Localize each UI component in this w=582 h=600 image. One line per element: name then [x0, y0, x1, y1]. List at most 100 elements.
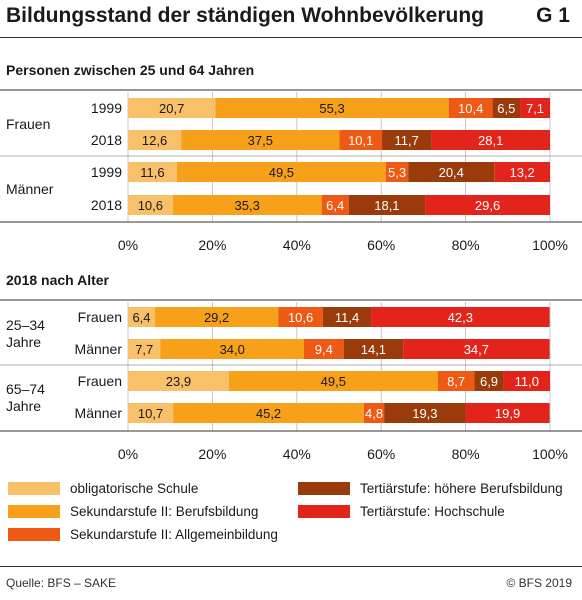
- legend-label: Tertiärstufe: höhere Berufsbildung: [360, 480, 563, 496]
- group-label: Männer: [6, 181, 54, 197]
- legend-item: Tertiärstufe: höhere Berufsbildung: [298, 480, 563, 496]
- bar-segment: [128, 130, 182, 150]
- bar-segment: [343, 339, 404, 359]
- data-label: 11,7: [395, 133, 419, 148]
- legend-label: obligatorische Schule: [70, 480, 199, 496]
- bar-segment: [172, 195, 322, 215]
- source-note: Quelle: BFS – SAKE: [6, 576, 117, 590]
- bar-segment: [384, 403, 466, 423]
- group-label: 65–74 Jahre: [6, 381, 45, 414]
- data-label: 29,2: [204, 310, 229, 325]
- bar-segment: [128, 403, 174, 423]
- row-label: Frauen: [78, 373, 122, 389]
- data-label: 45,2: [256, 406, 281, 421]
- bar-segment: [128, 339, 161, 359]
- data-label: 9,4: [315, 342, 333, 357]
- data-label: 10,7: [138, 406, 163, 421]
- bar-segment: [503, 371, 550, 391]
- bar-segment: [465, 403, 550, 423]
- row-label: Frauen: [78, 309, 122, 325]
- data-label: 6,5: [497, 101, 515, 116]
- tick-label: 80%: [452, 446, 480, 462]
- bar-segment: [492, 98, 521, 118]
- data-label: 11,6: [140, 165, 164, 180]
- chart1-title: Personen zwischen 25 und 64 Jahren: [6, 62, 255, 78]
- chart-canvas: Frauen 1999 20,7 55,3 10,4 6,5 7,1 2018 12,6 37,5…: [0, 89, 582, 462]
- bar-segment: [160, 339, 304, 359]
- bar-segment: [363, 403, 385, 423]
- tick-label: 80%: [452, 237, 480, 253]
- bar-segment: [303, 339, 344, 359]
- data-label: 34,0: [220, 342, 245, 357]
- row-label: 1999: [91, 164, 122, 180]
- data-label: 10,6: [288, 310, 313, 325]
- bar-segment: [215, 98, 449, 118]
- bar-segment: [128, 195, 173, 215]
- data-label: 29,6: [475, 198, 500, 213]
- data-label: 10,6: [138, 198, 163, 213]
- legend-item: obligatorische Schule: [8, 480, 198, 496]
- bar-segment: [431, 130, 550, 150]
- copyright-note: © BFS 2019: [506, 576, 572, 590]
- bar-segment: [425, 195, 550, 215]
- bar-segment: [228, 371, 438, 391]
- data-label: 49,5: [321, 374, 346, 389]
- legend-label: Tertiärstufe: Hochschule: [360, 503, 505, 519]
- bar-segment: [128, 371, 229, 391]
- data-label: 35,3: [235, 198, 260, 213]
- legend-label: Sekundarstufe II: Berufsbildung: [70, 503, 259, 519]
- tick-label: 40%: [283, 237, 311, 253]
- legend-label: Sekundarstufe II: Allgemeinbildung: [70, 526, 278, 542]
- data-label: 28,1: [478, 133, 503, 148]
- bar-segment: [403, 339, 550, 359]
- chart2-title: 2018 nach Alter: [6, 272, 109, 288]
- page-title: Bildungsstand der ständigen Wohnbevölker…: [6, 4, 484, 27]
- data-label: 12,6: [142, 133, 167, 148]
- legend: obligatorische Schule Sekundarstufe II: B…: [0, 478, 582, 548]
- bar-segment: [474, 371, 504, 391]
- bar-segment: [278, 307, 323, 327]
- bar-segment: [181, 130, 340, 150]
- data-label: 6,4: [132, 310, 150, 325]
- row-label: 2018: [91, 197, 122, 213]
- bar-segment: [494, 162, 550, 182]
- title-rule: [0, 37, 582, 38]
- data-label: 11,4: [335, 310, 359, 325]
- bar-segment: [385, 162, 409, 182]
- bar-segment: [173, 403, 364, 423]
- data-label: 23,9: [166, 374, 191, 389]
- data-label: 37,5: [248, 133, 273, 148]
- data-label: 6,9: [480, 374, 498, 389]
- graphic-id: G 1: [536, 4, 570, 27]
- data-label: 14,1: [361, 342, 386, 357]
- data-label: 10,1: [348, 133, 373, 148]
- tick-label: 100%: [532, 446, 568, 462]
- data-label: 19,9: [495, 406, 520, 421]
- bar-segment: [128, 98, 216, 118]
- data-label: 7,1: [526, 101, 544, 116]
- row-label: Männer: [75, 405, 123, 421]
- bar-segment: [322, 307, 372, 327]
- tick-label: 40%: [283, 446, 311, 462]
- tick-label: 100%: [532, 237, 568, 253]
- data-label: 55,3: [319, 101, 344, 116]
- bar-segment: [408, 162, 495, 182]
- data-label: 7,7: [135, 342, 153, 357]
- data-label: 42,3: [448, 310, 473, 325]
- data-label: 18,1: [374, 198, 399, 213]
- bar-segment: [437, 371, 475, 391]
- bar-segment: [448, 98, 493, 118]
- legend-swatch: [8, 504, 60, 518]
- legend-swatch: [8, 481, 60, 495]
- tick-label: 60%: [367, 237, 395, 253]
- data-label: 8,7: [447, 374, 465, 389]
- data-label: 13,2: [509, 165, 534, 180]
- bar-segment: [321, 195, 349, 215]
- tick-label: 0%: [118, 237, 138, 253]
- data-label: 5,3: [388, 165, 406, 180]
- data-label: 19,3: [412, 406, 437, 421]
- data-label: 4,8: [365, 406, 383, 421]
- tick-label: 20%: [198, 237, 226, 253]
- footer-rule: [0, 566, 582, 567]
- bar-segment: [339, 130, 383, 150]
